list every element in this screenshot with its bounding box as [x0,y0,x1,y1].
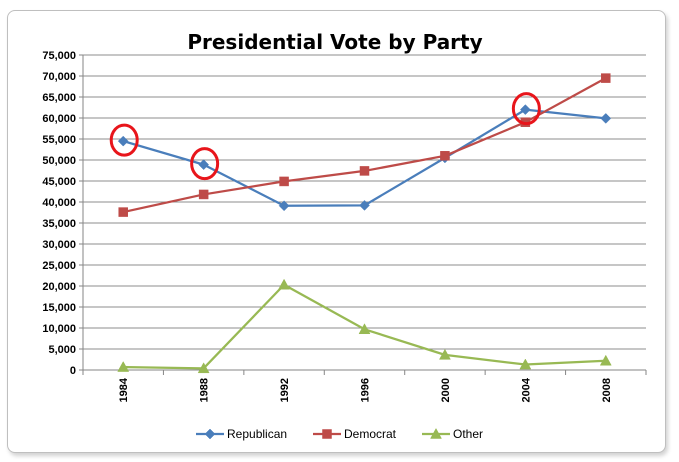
data-point-democrat [440,151,450,161]
data-point-other [197,362,210,374]
data-point-republican [359,200,370,211]
y-tick-label: 10,000 [42,323,76,335]
y-tick-label: 70,000 [42,71,76,83]
data-point-other [117,361,130,372]
y-tick-label: 25,000 [42,260,76,272]
x-tick-label: 1984 [118,377,130,402]
data-point-democrat [198,189,209,200]
y-tick-label: 65,000 [42,92,76,104]
y-tick-label: 55,000 [42,134,76,146]
x-tick-label: 2008 [601,378,613,402]
legend: Republican Democrat Other [196,427,483,441]
series-line-democrat [122,77,607,214]
y-tick-label: 35,000 [42,218,76,230]
data-point-other [439,348,451,360]
series-line-republican [122,108,606,207]
chart-title: Presidential Vote by Party [187,30,482,54]
legend-label-republican: Republican [227,427,287,441]
data-point-republican [600,113,612,124]
data-point-republican [117,135,129,147]
gridlines [83,54,646,350]
y-tick-label: 15,000 [42,302,76,314]
y-tick-label: 75,000 [42,50,76,62]
legend-marker-other [430,427,442,439]
legend-item-other: Other [422,427,483,441]
data-point-other [358,323,371,335]
y-tick-label: 40,000 [42,197,76,209]
data-point-other [599,354,612,366]
data-point-other [519,358,532,370]
series-democrat [118,73,611,217]
data-point-democrat [118,207,128,217]
y-tick-label: 5,000 [48,344,76,356]
y-tick-label: 0 [70,365,76,377]
highlight-circle [190,147,220,181]
legend-label-other: Other [453,427,483,441]
chart-frame [7,10,666,453]
y-tick-label: 60,000 [42,113,76,125]
x-tick-label: 1996 [360,378,372,402]
data-point-republican [198,159,209,170]
legend-marker-democrat [322,429,332,439]
highlight-circle [511,92,541,126]
data-point-republican [520,104,531,115]
y-tick-label: 50,000 [42,155,76,167]
y-tick-label: 30,000 [42,239,76,251]
x-tick-label: 2004 [520,377,532,402]
data-point-democrat [601,73,611,83]
series-republican [117,104,612,212]
legend-marker-republican [204,428,216,440]
series-other [117,278,612,374]
highlight-circle [109,123,139,157]
annotation-layer [109,92,541,181]
y-tick-label: 45,000 [42,176,76,188]
legend-item-republican: Republican [196,427,287,441]
x-tick-label: 1988 [199,378,211,402]
data-point-democrat [359,166,370,176]
x-tick-label: 1992 [279,378,291,402]
legend-label-democrat: Democrat [344,427,397,441]
data-point-republican [278,200,290,212]
y-tick-label: 20,000 [42,281,76,293]
data-point-other [278,278,290,290]
x-tick-label: 2000 [440,378,452,402]
data-point-democrat [279,176,289,187]
axes: 0 5,000 10,000 15,000 20,000 25,000 30,000 35,0… [42,50,647,402]
legend-item-democrat: Democrat [313,427,397,441]
